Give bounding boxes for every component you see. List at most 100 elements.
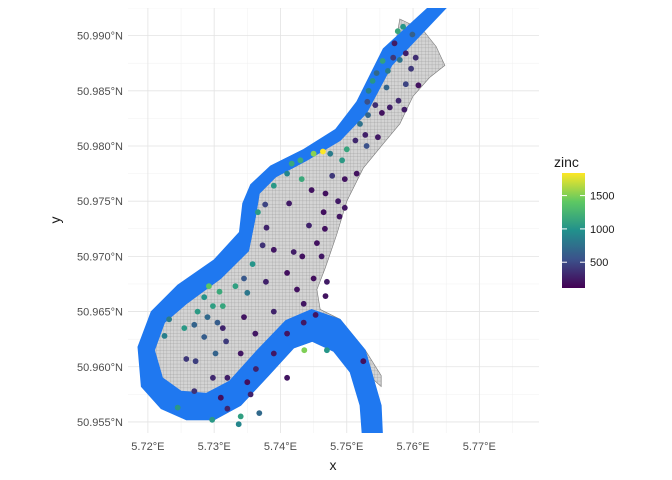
legend-label-2: 1500	[590, 191, 614, 203]
sample-point-112	[209, 416, 216, 423]
sample-point-6	[396, 57, 403, 63]
sample-point-110	[237, 413, 244, 420]
sample-point-24	[357, 121, 363, 127]
sample-point-28	[363, 143, 370, 149]
sample-point-113	[235, 421, 242, 428]
sample-point-42	[308, 187, 315, 194]
sample-point-107	[247, 391, 254, 398]
sample-point-61	[284, 270, 290, 276]
sample-point-4	[402, 50, 409, 57]
sample-point-14	[402, 81, 409, 88]
sample-point-66	[232, 283, 239, 290]
sample-point-1	[394, 28, 401, 35]
sample-point-100	[253, 366, 259, 372]
sample-point-62	[263, 278, 269, 285]
sample-point-15	[415, 82, 422, 89]
sample-point-10	[385, 68, 391, 74]
sample-point-72	[216, 288, 223, 295]
sample-point-101	[244, 379, 251, 386]
sample-point-37	[298, 176, 305, 183]
sample-point-77	[204, 314, 211, 320]
sample-point-35	[288, 160, 295, 167]
legend: zinc 500 1000 1500	[554, 154, 614, 288]
x-tick-label-1: 5.73°E	[198, 441, 231, 453]
sample-point-51	[263, 224, 270, 231]
sample-point-111	[256, 410, 263, 416]
sample-point-12	[369, 78, 376, 84]
sample-point-104	[284, 374, 290, 381]
sample-point-109	[224, 405, 231, 412]
sample-point-53	[322, 225, 328, 232]
y-tick-label-4: 50.975°N	[77, 196, 123, 208]
x-tick-label-2: 5.74°E	[264, 441, 297, 453]
y-tick-label-1: 50.960°N	[77, 362, 123, 374]
sample-point-30	[339, 157, 345, 164]
sample-point-95	[301, 347, 308, 354]
sample-point-76	[194, 308, 201, 315]
sample-point-54	[314, 240, 320, 247]
sample-point-67	[294, 286, 300, 293]
y-tick-label-6: 50.985°N	[77, 86, 123, 98]
y-tick-label-3: 50.970°N	[77, 251, 123, 263]
sample-point-105	[191, 388, 198, 394]
sample-point-17	[365, 87, 372, 94]
legend-label-0: 500	[590, 257, 608, 269]
sample-point-57	[290, 249, 297, 255]
x-tick-label-0: 5.72°E	[131, 441, 164, 453]
sample-point-85	[300, 319, 307, 326]
x-tick-label-5: 5.77°E	[463, 441, 496, 453]
sample-points	[161, 23, 422, 428]
sample-point-33	[310, 150, 317, 157]
sample-point-81	[166, 316, 173, 323]
sample-point-69	[300, 300, 307, 307]
sample-point-18	[364, 98, 371, 105]
sample-point-27	[352, 137, 359, 144]
sample-point-58	[249, 261, 256, 267]
sample-point-60	[318, 253, 325, 260]
sample-point-106	[217, 394, 224, 401]
legend-title: zinc	[554, 154, 579, 170]
sample-point-46	[286, 200, 292, 207]
sample-point-84	[270, 308, 277, 315]
sample-point-13	[383, 84, 390, 91]
sample-point-31	[327, 150, 334, 157]
y-tick-label-2: 50.965°N	[77, 307, 123, 319]
sample-point-43	[322, 190, 329, 197]
sample-point-83	[241, 314, 247, 320]
sample-point-39	[341, 176, 348, 183]
sample-point-102	[210, 374, 216, 381]
sample-point-5	[390, 54, 397, 61]
sample-point-32	[320, 148, 326, 155]
sample-point-0	[400, 23, 406, 30]
sample-point-3	[391, 40, 398, 47]
legend-label-1: 1000	[590, 224, 614, 236]
sample-point-23	[365, 112, 371, 118]
sample-point-96	[324, 347, 330, 354]
sample-point-93	[237, 350, 244, 357]
sample-point-9	[379, 58, 386, 64]
sample-point-44	[335, 198, 341, 205]
sample-point-65	[241, 275, 247, 282]
sample-point-26	[375, 134, 381, 141]
sample-point-25	[362, 132, 369, 138]
y-tick-label-7: 50.990°N	[77, 31, 123, 43]
sample-point-94	[270, 350, 277, 357]
sample-point-38	[329, 172, 336, 179]
sample-point-22	[379, 110, 385, 116]
sample-point-8	[408, 65, 414, 72]
sample-point-41	[270, 182, 277, 189]
sample-point-11	[373, 70, 380, 76]
meuse-river	[137, 8, 447, 433]
sample-point-45	[262, 201, 269, 208]
sample-point-52	[306, 222, 312, 229]
sample-point-99	[192, 358, 199, 365]
sample-point-70	[322, 293, 329, 299]
legend-ticks: 500 1000 1500	[562, 191, 614, 269]
y-axis-title: y	[47, 217, 63, 224]
river	[137, 8, 447, 433]
sample-point-92	[212, 350, 219, 357]
sample-point-34	[297, 157, 304, 164]
sample-point-56	[270, 246, 277, 253]
sample-point-19	[372, 102, 379, 108]
